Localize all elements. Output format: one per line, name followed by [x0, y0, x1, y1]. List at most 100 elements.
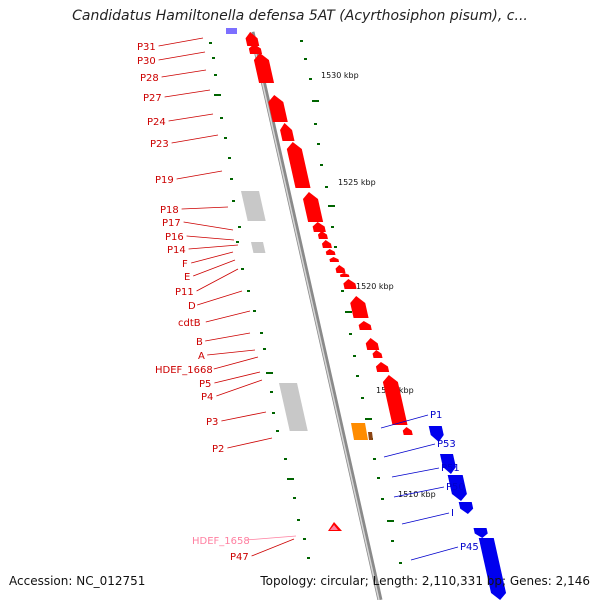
- gene-label-left[interactable]: A: [198, 351, 205, 362]
- forward-gene-arrow[interactable]: [342, 279, 357, 289]
- scale-tick: [331, 226, 334, 228]
- scale-tick: [263, 348, 266, 350]
- gene-label-left[interactable]: B: [196, 337, 203, 348]
- scale-tick: [320, 164, 323, 166]
- forward-gene-arrow[interactable]: [312, 222, 326, 232]
- gene-label-left[interactable]: P30: [137, 56, 156, 67]
- gene-label-left[interactable]: P23: [150, 139, 169, 150]
- forward-gene-arrow[interactable]: [325, 249, 336, 255]
- reverse-gene-fragment[interactable]: [226, 28, 237, 34]
- scale-tick: [228, 157, 231, 159]
- gene-label-left[interactable]: P28: [140, 73, 159, 84]
- scale-tick: [303, 538, 306, 540]
- rna-gene-marker[interactable]: [330, 525, 338, 530]
- reverse-gene-arrow[interactable]: [439, 454, 457, 474]
- gene-label-left[interactable]: P5: [199, 379, 211, 390]
- gene-label-right[interactable]: P53: [437, 439, 456, 450]
- forward-gene-arrow[interactable]: [248, 44, 263, 54]
- gene-label-right[interactable]: P50: [446, 482, 465, 493]
- forward-gene-arrow[interactable]: [252, 53, 275, 83]
- scale-tick: [314, 123, 317, 125]
- rna-gene-label[interactable]: HDEF_1658: [192, 536, 250, 547]
- forward-gene-arrow[interactable]: [285, 142, 311, 188]
- leader-line: [216, 379, 263, 397]
- gene-label-left[interactable]: HDEF_1668: [155, 365, 213, 376]
- gene-label-right[interactable]: I: [451, 508, 454, 519]
- leader-line: [181, 206, 229, 210]
- forward-gene-arrow[interactable]: [267, 95, 288, 122]
- forward-gene-arrow[interactable]: [317, 231, 328, 239]
- forward-gene-arrow[interactable]: [375, 362, 390, 372]
- scale-tick: [232, 200, 235, 202]
- scale-tick: [317, 143, 320, 145]
- gene-label-left[interactable]: P3: [206, 417, 218, 428]
- forward-gene-arrow[interactable]: [339, 273, 350, 277]
- label-leader-lines: [158, 37, 459, 561]
- scale-tick: [300, 40, 303, 42]
- gene-label-left[interactable]: P31: [137, 42, 156, 53]
- gene-label-left[interactable]: P19: [155, 175, 174, 186]
- forward-gene-arrow[interactable]: [365, 338, 380, 350]
- reverse-gene-arrow[interactable]: [473, 528, 489, 538]
- scale-tick: [236, 241, 239, 243]
- forward-gene-arrow[interactable]: [372, 350, 383, 358]
- gene-label-left[interactable]: P24: [147, 117, 166, 128]
- gene-labels[interactable]: P31 P30 P28 P27 P24 P23 P19 P18 P17 P16 P14 FE P11 Dc…: [137, 42, 479, 563]
- leader-line: [158, 37, 204, 47]
- gene-label-left[interactable]: D: [188, 301, 196, 312]
- reverse-gene-arrow[interactable]: [478, 538, 508, 600]
- gene-label-left[interactable]: P2: [212, 444, 224, 455]
- highlighted-gene[interactable]: [351, 423, 368, 440]
- gene-label-left[interactable]: P27: [143, 93, 162, 104]
- gene-label-left[interactable]: cdtB: [178, 318, 201, 329]
- scale-tick: [214, 74, 217, 76]
- gene-features[interactable]: [226, 28, 508, 600]
- forward-gene-arrow[interactable]: [329, 257, 340, 262]
- scale-tick: [224, 137, 227, 139]
- forward-gene-arrow[interactable]: [335, 265, 346, 273]
- forward-gene-arrow[interactable]: [278, 123, 295, 141]
- gene-label-left[interactable]: P14: [167, 245, 186, 256]
- forward-gene-arrow[interactable]: [358, 321, 372, 330]
- gene-label-left[interactable]: P17: [162, 218, 181, 229]
- gene-label-right[interactable]: P51: [441, 463, 460, 474]
- forward-gene-arrow[interactable]: [402, 427, 413, 435]
- gene-label-left[interactable]: E: [184, 272, 190, 283]
- pseudogene-box[interactable]: [241, 191, 266, 221]
- gene-label-left[interactable]: P16: [165, 232, 184, 243]
- leader-line: [193, 259, 236, 277]
- leader-line: [207, 349, 256, 356]
- reverse-gene-arrow[interactable]: [447, 475, 469, 501]
- small-gene[interactable]: [368, 432, 373, 440]
- gene-label-left[interactable]: F: [182, 259, 188, 270]
- forward-gene-arrow[interactable]: [349, 296, 369, 318]
- pseudogene-box[interactable]: [251, 242, 266, 253]
- scale-tick: [238, 226, 241, 228]
- scale-tick: [297, 519, 300, 521]
- gene-label-right[interactable]: P45: [460, 542, 479, 553]
- gene-label-left[interactable]: P11: [175, 287, 194, 298]
- forward-gene-arrow[interactable]: [244, 32, 260, 46]
- leader-line: [183, 221, 234, 231]
- genome-backbone: [249, 31, 383, 600]
- forward-gene-arrow[interactable]: [381, 375, 408, 425]
- scale-label: 1530 kbp: [321, 71, 359, 80]
- gene-label-left[interactable]: P4: [201, 392, 213, 403]
- forward-gene-arrow[interactable]: [301, 192, 324, 222]
- leader-line: [168, 113, 214, 122]
- leader-line: [205, 310, 251, 323]
- scale-tick: [260, 332, 263, 334]
- gene-label-left[interactable]: P18: [160, 205, 179, 216]
- gene-label-left[interactable]: P47: [230, 552, 249, 563]
- pseudogene-box[interactable]: [279, 383, 308, 431]
- forward-gene-arrow[interactable]: [321, 240, 332, 248]
- reverse-gene-arrow[interactable]: [428, 426, 446, 442]
- gene-label-right[interactable]: P1: [430, 410, 442, 421]
- scale-tick: [293, 497, 296, 499]
- reverse-gene-arrow[interactable]: [458, 502, 475, 514]
- scale-tick: [270, 391, 273, 393]
- leader-line: [380, 414, 429, 429]
- scale-tick: [349, 333, 352, 335]
- scale-tick: [341, 290, 344, 292]
